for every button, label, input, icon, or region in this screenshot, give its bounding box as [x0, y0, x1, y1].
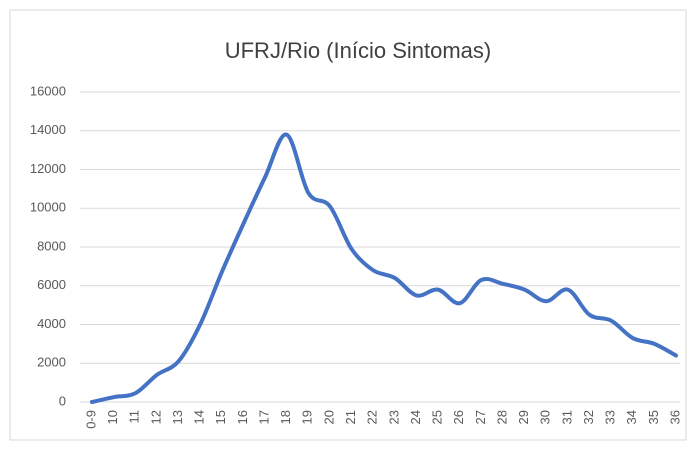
x-tick-label: 10: [105, 410, 120, 424]
y-tick-label: 2000: [37, 355, 66, 370]
x-tick-label: 28: [494, 410, 509, 424]
x-tick-label: 19: [300, 410, 315, 424]
grid: 0 2000 4000 6000 8000 10000 12000 14000 16000 0-9…: [30, 83, 683, 428]
x-tick-label: 21: [343, 410, 358, 424]
x-tick-label: 22: [365, 410, 380, 424]
y-tick-label: 8000: [37, 238, 66, 253]
data-line: [90, 132, 678, 404]
x-tick-label: 25: [430, 410, 445, 424]
x-tick-label: 35: [646, 410, 661, 424]
x-tick-label: 0-9: [83, 410, 98, 429]
y-tick-label: 10000: [30, 200, 66, 215]
x-tick-label: 31: [559, 410, 574, 424]
chart-frame: [9, 9, 687, 441]
x-tick-label: 23: [386, 410, 401, 424]
y-tick-label: 0: [59, 393, 66, 408]
x-tick-label: 34: [624, 410, 639, 424]
x-tick-label: 17: [256, 410, 271, 424]
x-tick-label: 15: [213, 410, 228, 424]
y-tick-label: 12000: [30, 161, 66, 176]
x-tick-label: 20: [321, 410, 336, 424]
plot: [90, 132, 678, 404]
x-tick-label: 13: [170, 410, 185, 424]
x-tick-label: 33: [603, 410, 618, 424]
x-tick-label: 24: [408, 410, 423, 424]
x-tick-label: 18: [278, 410, 293, 424]
y-tick-label: 14000: [30, 122, 66, 137]
x-tick-label: 14: [192, 410, 207, 424]
x-tick-label: 11: [127, 410, 142, 424]
x-tick-label: 12: [148, 410, 163, 424]
x-tick-label: 32: [581, 410, 596, 424]
y-tick-label: 16000: [30, 83, 66, 98]
x-tick-label: 36: [667, 410, 682, 424]
y-tick-label: 6000: [37, 277, 66, 292]
x-tick-label: 26: [451, 410, 466, 424]
x-tick-label: 27: [473, 410, 488, 424]
x-tick-label: 16: [235, 410, 250, 424]
x-tick-label: 29: [516, 410, 531, 424]
x-tick-label: 30: [538, 410, 553, 424]
y-tick-label: 4000: [37, 316, 66, 331]
chart-title: UFRJ/Rio (Início Sintomas): [225, 38, 492, 63]
